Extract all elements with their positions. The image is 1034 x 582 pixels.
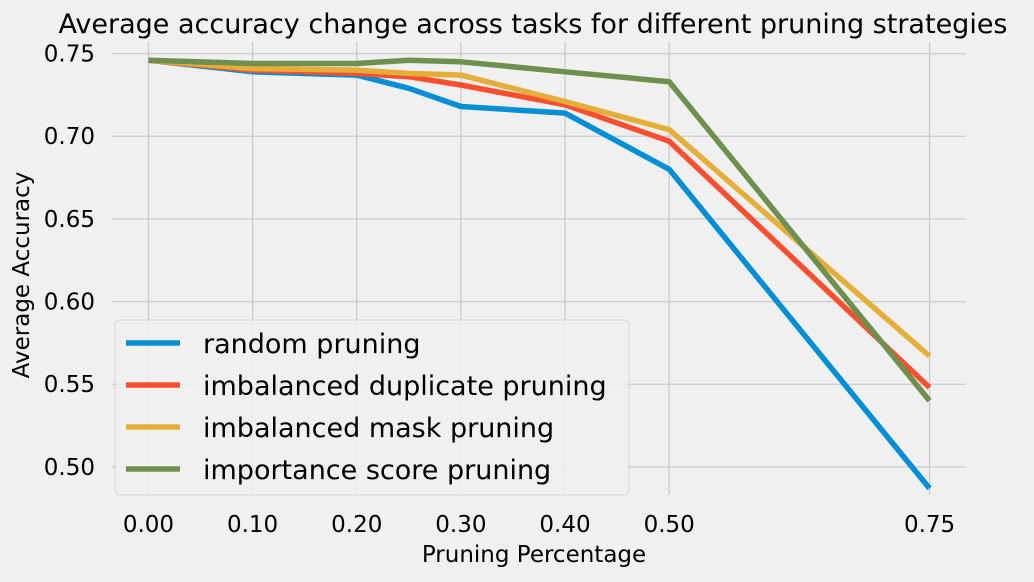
y-tick-label: 0.75 [44, 42, 95, 68]
x-tick-label: 0.30 [435, 512, 486, 538]
y-tick-label: 0.60 [44, 290, 95, 316]
y-tick-label: 0.50 [44, 455, 95, 481]
legend: random pruning imbalanced duplicate pruni… [114, 319, 630, 496]
legend-entry: random pruning [203, 329, 421, 360]
legend-box [114, 319, 630, 496]
y-tick-label: 0.70 [44, 124, 95, 150]
chart-title: Average accuracy change across tasks for… [59, 9, 1008, 40]
x-tick-label: 0.20 [331, 512, 382, 538]
x-tick-label: 0.75 [904, 512, 955, 538]
tick-labels: 0.00 0.10 0.20 0.30 0.40 0.50 0.75 0.50 0.55 0.60… [44, 42, 955, 538]
y-axis-label: Average Accuracy [9, 172, 35, 379]
legend-entry: imbalanced mask pruning [203, 413, 554, 444]
series-lines [148, 57, 932, 491]
legend-entry: importance score pruning [203, 455, 551, 486]
legend-entry: imbalanced duplicate pruning [203, 371, 607, 402]
x-axis-label: Pruning Percentage [422, 542, 646, 568]
x-tick-label: 0.00 [123, 512, 174, 538]
x-tick-label: 0.50 [644, 512, 695, 538]
y-tick-label: 0.55 [44, 372, 95, 398]
x-tick-label: 0.40 [539, 512, 590, 538]
y-tick-label: 0.65 [44, 207, 95, 233]
x-tick-label: 0.10 [227, 512, 278, 538]
series-line-4 [148, 57, 932, 403]
series-line-3 [148, 57, 932, 359]
